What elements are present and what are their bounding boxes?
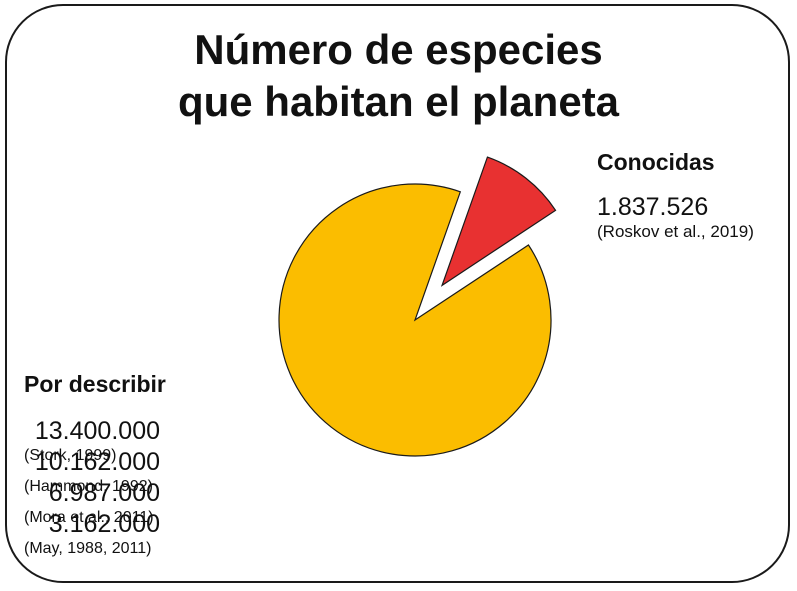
estimate-row: 13.400.000 (Stork, 1999)	[24, 416, 166, 464]
known-value: 1.837.526	[597, 193, 709, 221]
undescribed-species-label: Por describir 13.400.000 (Stork, 1999) 1…	[24, 370, 166, 557]
estimate-source: (May, 1988, 2011)	[24, 540, 152, 557]
estimate-row: 10.162.000 (Hammond, 1992)	[24, 447, 166, 495]
estimate-value: 13.400.000	[34, 417, 160, 445]
estimate-value: 10.162.000	[34, 448, 160, 476]
estimate-source: (Hammond, 1992)	[24, 478, 153, 495]
estimate-source: (Stork, 1999)	[24, 447, 117, 464]
undescribed-heading: Por describir	[24, 371, 166, 397]
known-species-label: Conocidas 1.837.526 (Roskov et al., 2019…	[597, 148, 754, 242]
title-line-1: Número de especies	[194, 26, 603, 73]
known-heading: Conocidas	[597, 149, 715, 175]
title-line-2: que habitan el planeta	[177, 78, 620, 125]
estimate-row: 6.987.000 (Mora et al., 2011)	[24, 478, 166, 526]
pie-slice-por-describir	[278, 183, 552, 457]
estimate-value: 3.162.000	[48, 510, 160, 538]
estimate-source: (Mora et al., 2011)	[24, 509, 154, 526]
pie-slice-conocidas	[440, 156, 557, 287]
chart-title: Número de especies que habitan el planet…	[0, 24, 797, 128]
known-citation: (Roskov et al., 2019)	[597, 222, 754, 241]
estimate-list: 13.400.000 (Stork, 1999) 10.162.000 (Ham…	[24, 416, 166, 557]
estimate-value: 6.987.000	[48, 479, 160, 507]
estimate-row: 3.162.000 (May, 1988, 2011)	[24, 509, 166, 557]
